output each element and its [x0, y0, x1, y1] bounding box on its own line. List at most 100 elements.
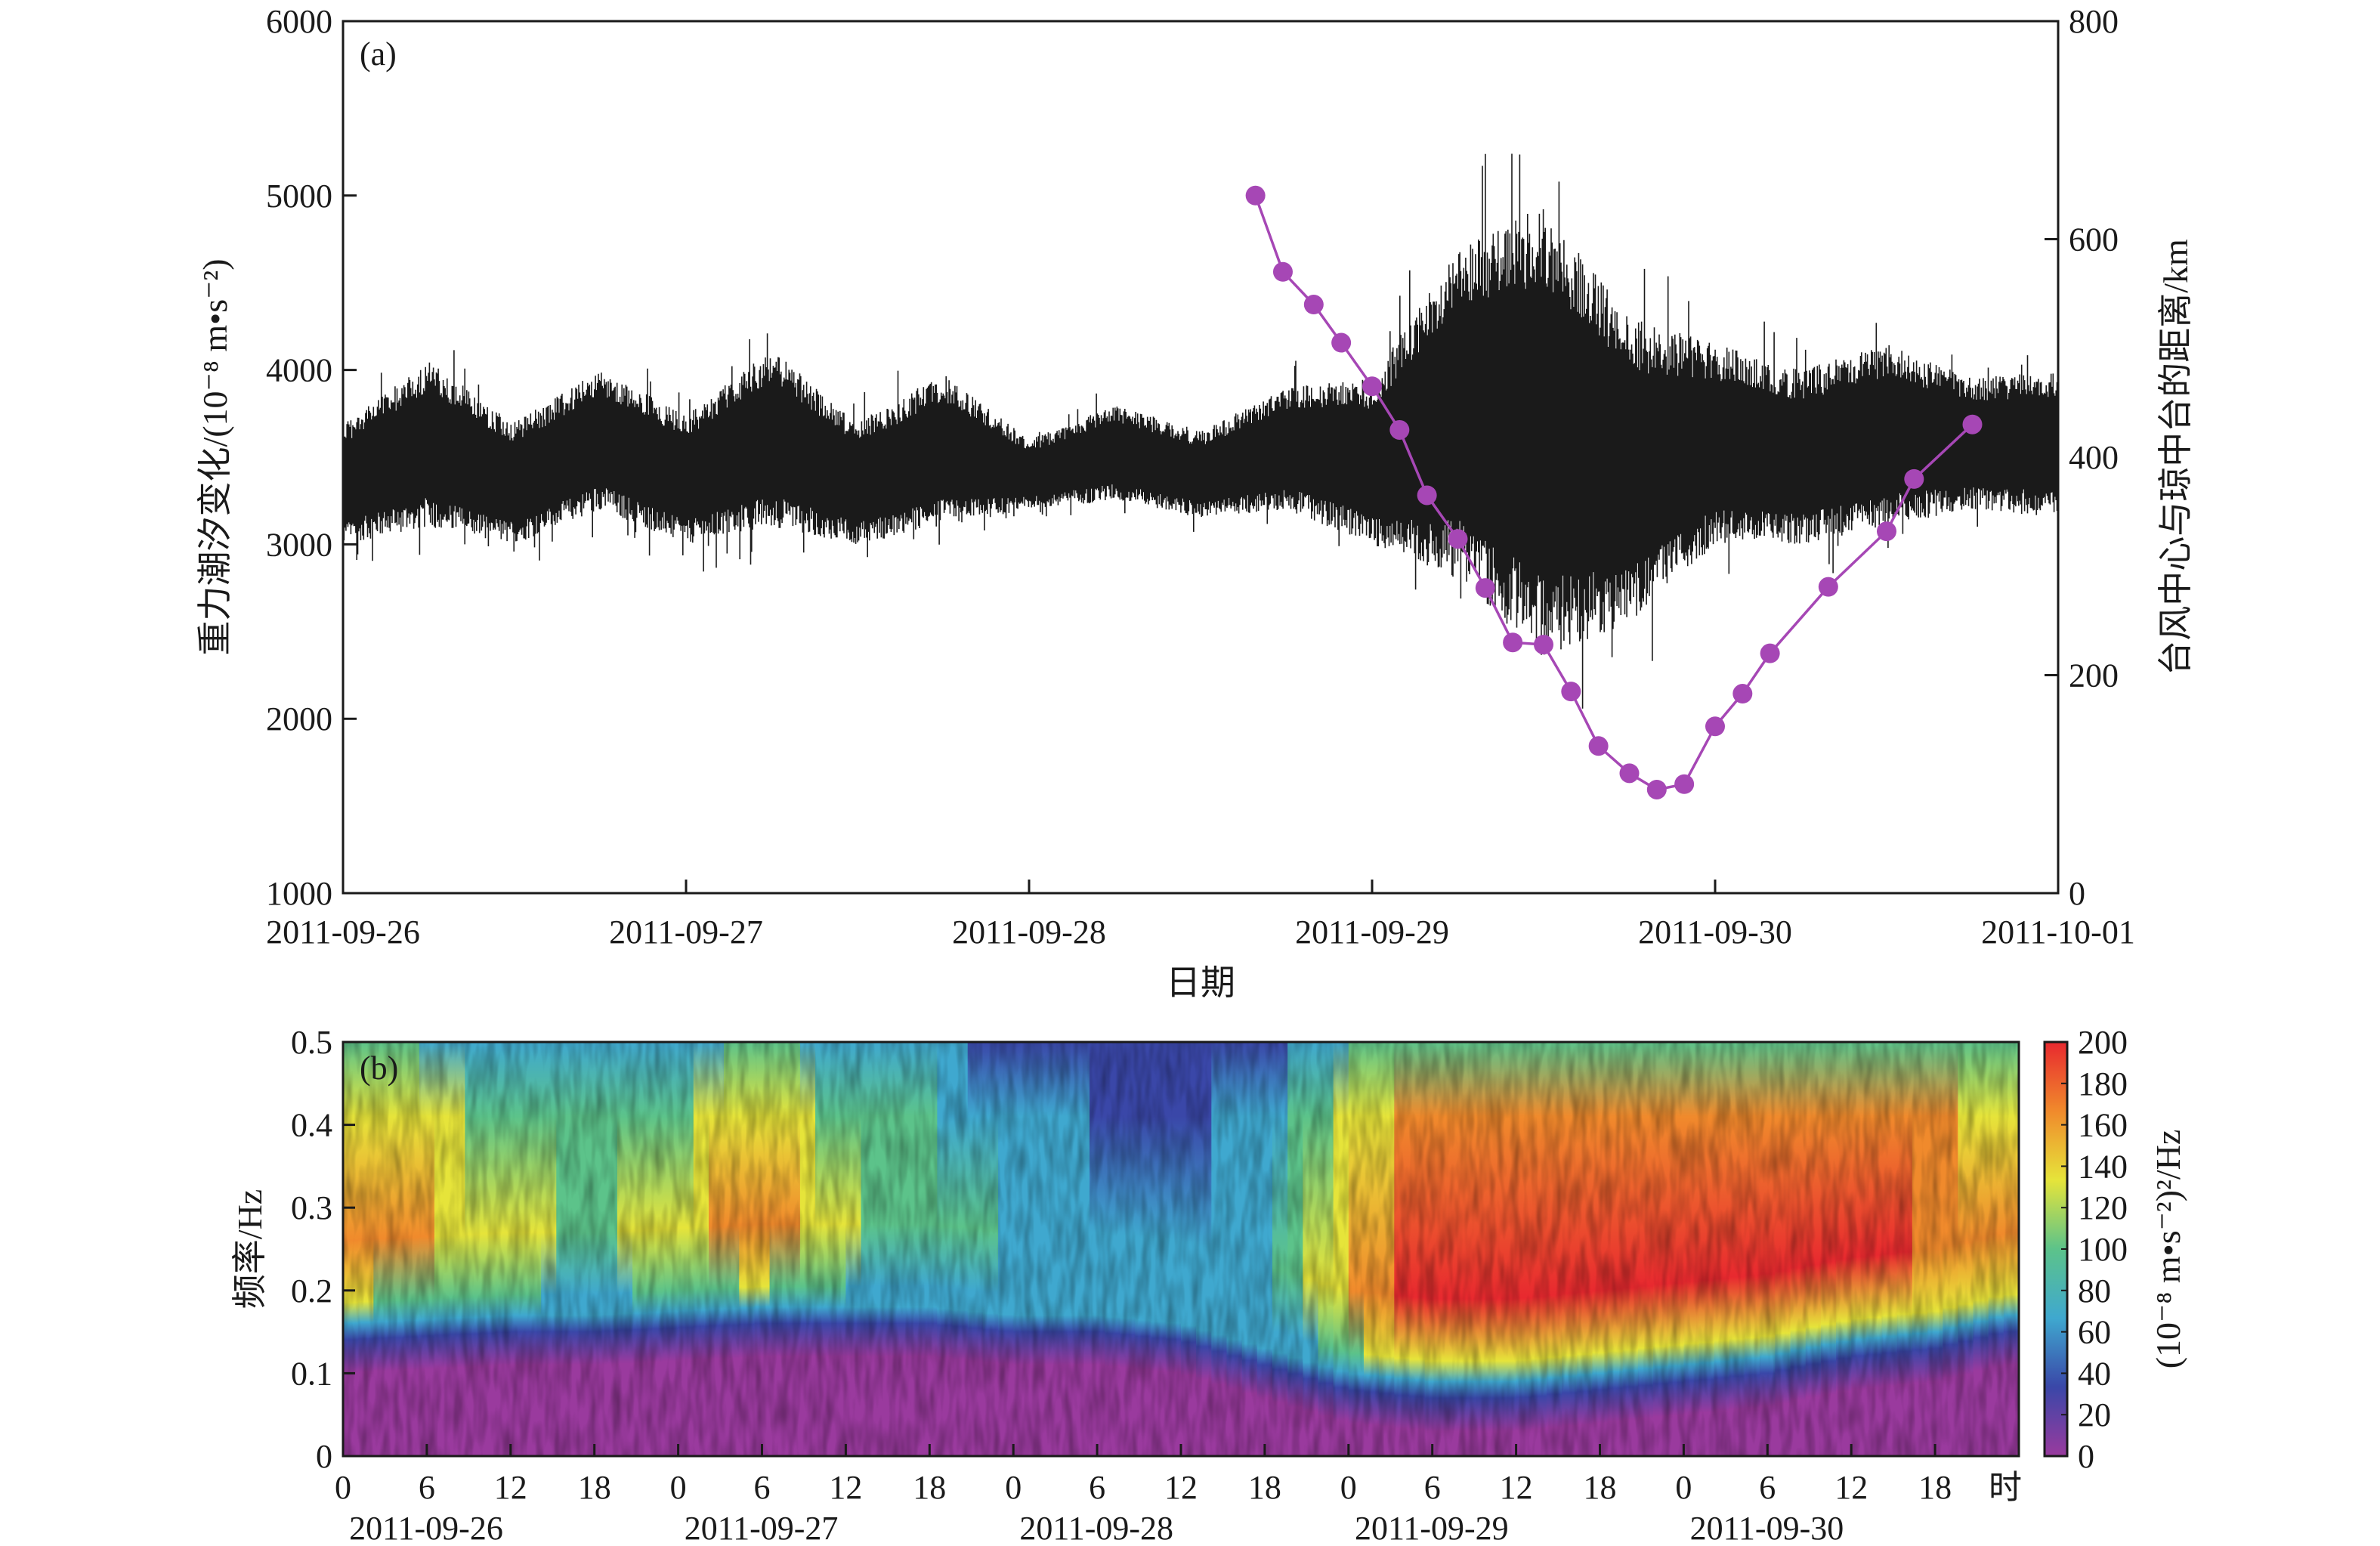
colorbar-tick-label: 100 [2078, 1231, 2128, 1268]
colorbar-tick-label: 40 [2078, 1355, 2111, 1392]
left-y-tick-label: 5000 [266, 178, 332, 215]
x-tick-label: 2011-10-01 [1981, 914, 2135, 951]
typhoon-distance-point [1303, 295, 1324, 315]
typhoon-distance-point [1674, 774, 1695, 794]
spectrogram-hour-tick-label: 0 [670, 1469, 687, 1506]
typhoon-distance-point [1818, 577, 1838, 597]
colorbar-tick-label: 60 [2078, 1314, 2111, 1351]
typhoon-distance-point [1561, 682, 1581, 702]
spectrogram-hour-unit: 时 [1989, 1469, 2022, 1506]
typhoon-distance-point [1619, 763, 1640, 784]
right-y-tick-label: 0 [2069, 875, 2085, 912]
x-tick-label: 2011-09-26 [266, 914, 420, 951]
gravity-tide-trace [343, 153, 2058, 709]
spectrogram-date-label: 2011-09-28 [1019, 1510, 1173, 1546]
typhoon-distance-point [1904, 468, 1924, 489]
spectrogram-hour-tick-label: 18 [913, 1469, 946, 1506]
colorbar-ticks: 0 20 40 60 80 100 120 140 160 180 200 [2061, 1024, 2128, 1475]
right-y-tick-label: 200 [2069, 657, 2119, 694]
typhoon-distance-series [1245, 185, 1983, 799]
spectrogram-hour-tick-label: 12 [1834, 1469, 1868, 1506]
left-y-tick-label: 3000 [266, 526, 332, 563]
typhoon-distance-point [1331, 332, 1352, 353]
panel-a-label: (a) [360, 36, 397, 73]
colorbar-tick-label: 160 [2078, 1107, 2128, 1144]
typhoon-distance-point [1362, 376, 1382, 397]
spectrogram-y-tick-label: 0.4 [291, 1107, 332, 1144]
spectrogram-y-tick-label: 0.5 [291, 1024, 332, 1061]
colorbar-tick-label: 20 [2078, 1396, 2111, 1433]
colorbar-tick-label: 200 [2078, 1024, 2128, 1061]
spectrogram-date-label: 2011-09-29 [1355, 1510, 1509, 1546]
typhoon-distance-point [1389, 419, 1410, 440]
x-tick-label: 2011-09-27 [609, 914, 763, 951]
spectrogram-hour-tick-label: 18 [1584, 1469, 1617, 1506]
panel-b-ticks: 0 0.1 0.2 0.3 0.4 0.5 0 6 12 18 0 6 12 18 0 6 12 18 0 6 12 18… [291, 1024, 2022, 1546]
spectrogram-hour-tick-label: 0 [1675, 1469, 1692, 1506]
spectrogram-date-label: 2011-09-27 [685, 1510, 839, 1546]
typhoon-distance-point [1272, 261, 1293, 282]
spectrogram-y-tick-label: 0.3 [291, 1189, 332, 1226]
spectrogram-hour-tick-label: 18 [578, 1469, 611, 1506]
spectrogram-hour-tick-label: 18 [1248, 1469, 1281, 1506]
typhoon-distance-point [1417, 485, 1437, 506]
colorbar-tick-label: 80 [2078, 1272, 2111, 1309]
colorbar-tick-label: 120 [2078, 1189, 2128, 1226]
typhoon-distance-point [1475, 578, 1495, 598]
spectrogram-texture [343, 1042, 2019, 1456]
panel-a-left-axis-title: 重力潮汐变化/(10⁻⁸ m•s⁻²) [196, 258, 234, 655]
right-y-tick-label: 600 [2069, 221, 2119, 258]
panel-b-y-axis-title: 频率/Hz [230, 1189, 269, 1309]
colorbar-title: (10⁻⁸ m•s⁻²)²/Hz [2149, 1130, 2187, 1369]
x-tick-label: 2011-09-28 [952, 914, 1106, 951]
panel-b-label: (b) [360, 1050, 398, 1087]
spectrogram-hour-tick-label: 6 [1424, 1469, 1441, 1506]
right-y-tick-label: 400 [2069, 439, 2119, 476]
typhoon-distance-point [1588, 736, 1609, 756]
spectrogram-hour-tick-label: 12 [494, 1469, 527, 1506]
spectrogram-hour-tick-label: 0 [1340, 1469, 1357, 1506]
left-y-tick-label: 6000 [266, 3, 332, 40]
typhoon-distance-point [1705, 716, 1725, 737]
spectrogram-hour-tick-label: 0 [1005, 1469, 1022, 1506]
spectrogram-y-tick-label: 0.2 [291, 1272, 332, 1309]
right-y-tick-label: 800 [2069, 3, 2119, 40]
spectrogram-hour-tick-label: 18 [1918, 1469, 1952, 1506]
typhoon-distance-point [1448, 529, 1468, 549]
x-tick-label: 2011-09-29 [1295, 914, 1449, 951]
x-tick-label: 2011-09-30 [1638, 914, 1792, 951]
typhoon-distance-point [1962, 414, 1983, 434]
spectrogram-hour-tick-label: 12 [829, 1469, 862, 1506]
typhoon-distance-point [1534, 635, 1553, 655]
typhoon-distance-point [1503, 632, 1523, 653]
spectrogram-y-tick-label: 0.1 [291, 1355, 332, 1392]
spectrogram-hour-tick-label: 0 [335, 1469, 351, 1506]
panel-a-x-axis-title: 日期 [1166, 963, 1235, 1002]
panel-a-ticks: 1000 2000 3000 4000 5000 6000 0 200 400 600 800 201… [266, 3, 2135, 951]
typhoon-distance-point [1646, 779, 1667, 799]
spectrogram-hour-tick-label: 12 [1500, 1469, 1533, 1506]
spectrogram-hour-tick-label: 6 [1759, 1469, 1776, 1506]
spectrogram-hour-tick-label: 12 [1164, 1469, 1198, 1506]
spectrogram-y-tick-label: 0 [316, 1438, 332, 1475]
gravity-tide-series [343, 153, 2058, 709]
panel-a-right-axis-title: 台风中心与琼中台的距离/km [2156, 239, 2195, 676]
typhoon-distance-point [1760, 643, 1780, 663]
spectrogram-heatmap [343, 1042, 2019, 1456]
left-y-tick-label: 1000 [266, 875, 332, 912]
spectrogram-date-label: 2011-09-30 [1690, 1510, 1844, 1546]
typhoon-distance-point [1732, 684, 1753, 704]
spectrogram-hour-tick-label: 6 [1089, 1469, 1105, 1506]
panel-b-spectrogram: 00.10.20.30.40.50 6 12 18 0 6 12 18 0 6 12 18 0 6 12 18… [230, 1024, 2187, 1546]
typhoon-distance-point [1877, 521, 1896, 542]
left-y-tick-label: 4000 [266, 352, 332, 389]
spectrogram-hour-tick-label: 6 [754, 1469, 771, 1506]
left-y-tick-label: 2000 [266, 700, 332, 737]
panel-a-gravity-chart: 1000 2000 3000 4000 5000 6000 0 200 400 600 800 201… [196, 3, 2195, 1002]
colorbar-tick-label: 140 [2078, 1148, 2128, 1185]
typhoon-distance-point [1245, 185, 1266, 206]
colorbar-tick-label: 0 [2078, 1438, 2094, 1475]
colorbar-tick-label: 180 [2078, 1065, 2128, 1102]
spectrogram-date-label: 2011-09-26 [349, 1510, 503, 1546]
